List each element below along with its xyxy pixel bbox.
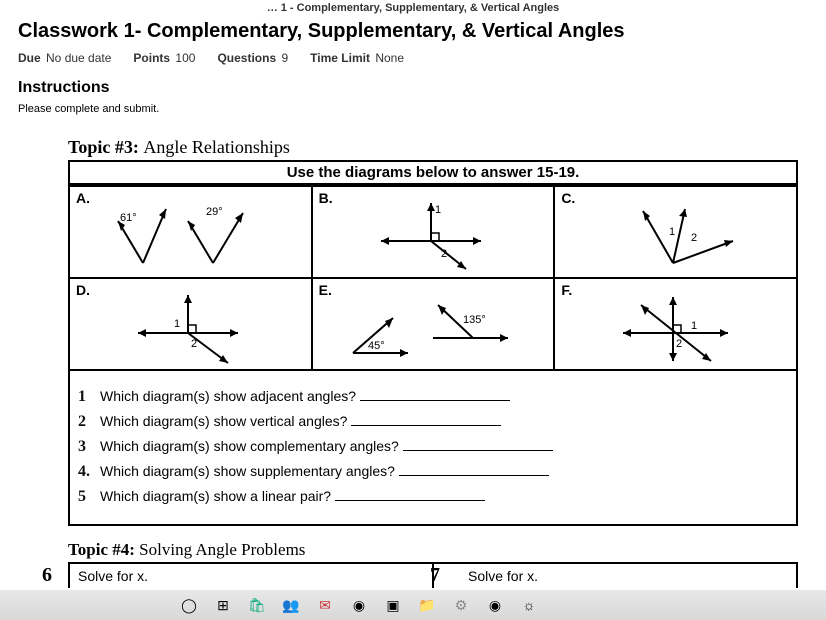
due-meta: Due No due date	[18, 51, 111, 65]
q3-text: Which diagram(s) show complementary angl…	[100, 438, 399, 454]
q1-text: Which diagram(s) show adjacent angles?	[100, 388, 356, 404]
topic3-heading: Topic #3: Angle Relationships	[68, 137, 798, 162]
worksheet: Topic #3: Angle Relationships Use the di…	[68, 137, 798, 526]
assignment-title: Classwork 1- Complementary, Supplementar…	[18, 20, 808, 43]
topic4-row: 6 Solve for x. 7 Solve for x.	[68, 564, 798, 588]
use-diagrams-row: Use the diagrams below to answer 15-19.	[68, 162, 798, 185]
q3-blank[interactable]	[403, 437, 553, 451]
diagram-f: 1 2	[573, 283, 773, 367]
q4: 4.Which diagram(s) show supplementary an…	[100, 462, 782, 481]
cell-e: E. 45° 135°	[312, 278, 555, 370]
sun-icon[interactable]: ☼	[520, 596, 538, 614]
svg-text:2: 2	[191, 338, 197, 350]
q2-blank[interactable]	[351, 412, 501, 426]
circle-icon[interactable]: ◯	[180, 596, 198, 614]
topic3-bold: Topic #3:	[68, 137, 139, 157]
t4c2-text: Solve for x.	[468, 568, 538, 584]
hand-7: 7	[430, 564, 440, 587]
diagram-d: 1 2	[88, 283, 288, 367]
t4c1-text: Solve for x.	[78, 568, 148, 584]
diagram-b: 1 2	[331, 191, 531, 275]
cell-b: B. 1 2	[312, 186, 555, 278]
q2: 2Which diagram(s) show vertical angles?	[100, 412, 782, 431]
q4-blank[interactable]	[399, 462, 549, 476]
topic3-sub: Angle Relationships	[143, 137, 290, 157]
svg-text:2: 2	[441, 248, 447, 260]
app-icon[interactable]: ▣	[384, 596, 402, 614]
topic4: Topic #4: Solving Angle Problems 6 Solve…	[68, 540, 798, 588]
cell-c: C. 1 2	[554, 186, 797, 278]
chrome-icon[interactable]: ◉	[486, 596, 504, 614]
q2-text: Which diagram(s) show vertical angles?	[100, 413, 347, 429]
cell-f: F. 1 2	[554, 278, 797, 370]
store-icon[interactable]: 🛍	[248, 596, 266, 614]
instructions-heading: Instructions	[18, 79, 808, 97]
q1: 1Which diagram(s) show adjacent angles?	[100, 387, 782, 406]
topic4-heading: Topic #4: Solving Angle Problems	[68, 540, 798, 564]
task-view-icon[interactable]: ⊞	[214, 596, 232, 614]
t4-cell-2: 7 Solve for x.	[434, 564, 796, 588]
time-meta: Time Limit None	[310, 51, 404, 65]
diagram-table: A. 61° 29° B.	[68, 185, 798, 371]
diagram-c: 1 2	[573, 191, 773, 275]
svg-text:1: 1	[691, 320, 697, 332]
instructions-text: Please complete and submit.	[18, 103, 808, 115]
q5: 5Which diagram(s) show a linear pair?	[100, 487, 782, 506]
q1-blank[interactable]	[360, 387, 510, 401]
t4-cell-1: 6 Solve for x.	[70, 564, 434, 588]
settings-icon[interactable]: ⚙	[452, 596, 470, 614]
svg-text:29°: 29°	[206, 206, 223, 218]
q5-text: Which diagram(s) show a linear pair?	[100, 488, 331, 504]
taskbar: ◯ ⊞ 🛍 👥 ✉ ◉ ▣ 📁 ⚙ ◉ ☼	[0, 590, 826, 620]
questions-block: 1Which diagram(s) show adjacent angles? …	[68, 371, 798, 526]
q5-blank[interactable]	[335, 487, 485, 501]
q3: 3Which diagram(s) show complementary ang…	[100, 437, 782, 456]
svg-text:61°: 61°	[120, 212, 137, 224]
page: … 1 - Complementary, Supplementary, & Ve…	[0, 0, 826, 620]
svg-text:45°: 45°	[368, 340, 385, 352]
teams-icon[interactable]: 👥	[282, 596, 300, 614]
points-meta: Points 100	[133, 51, 195, 65]
svg-text:2: 2	[676, 338, 682, 350]
svg-text:1: 1	[174, 318, 180, 330]
mail-icon[interactable]: ✉	[316, 596, 334, 614]
svg-text:1: 1	[435, 204, 441, 216]
assignment-meta: Due No due date Points 100 Questions 9 T…	[18, 51, 808, 65]
topic4-sub: Solving Angle Problems	[139, 540, 305, 559]
svg-text:2: 2	[691, 232, 697, 244]
diagram-e: 45° 135°	[323, 283, 523, 367]
folder-icon[interactable]: 📁	[418, 596, 436, 614]
svg-text:135°: 135°	[463, 314, 486, 326]
topic4-bold: Topic #4:	[68, 540, 135, 559]
svg-text:1: 1	[669, 226, 675, 238]
steam-icon[interactable]: ◉	[350, 596, 368, 614]
diagram-a: 61° 29°	[88, 191, 288, 275]
label-f: F.	[561, 282, 572, 298]
cell-d: D. 1 2	[69, 278, 312, 370]
hand-6: 6	[42, 564, 52, 587]
breadcrumb: … 1 - Complementary, Supplementary, & Ve…	[18, 0, 808, 14]
questions-meta: Questions 9	[217, 51, 288, 65]
cell-a: A. 61° 29°	[69, 186, 312, 278]
q4-text: Which diagram(s) show supplementary angl…	[100, 463, 395, 479]
